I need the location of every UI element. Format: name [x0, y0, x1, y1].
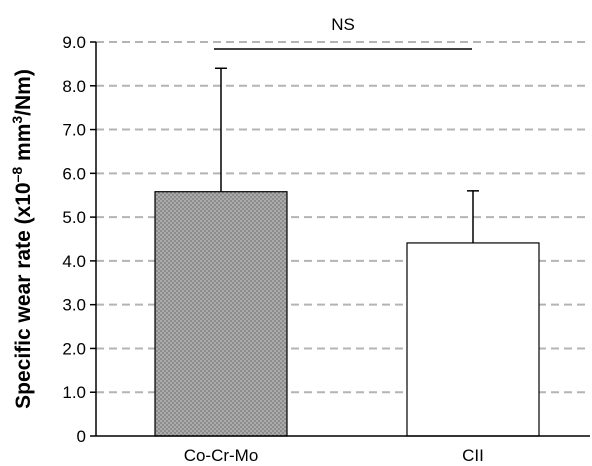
significance-label: NS: [331, 15, 355, 34]
x-tick-label: CII: [462, 446, 484, 465]
y-tick-label: 7.0: [62, 121, 86, 140]
bars: [154, 191, 540, 437]
y-tick-label: 4.0: [62, 252, 86, 271]
y-ticks: 0 1.0 2.0 3.0 4.0 5.0 6.0 7.0 8.0 9.0: [62, 33, 96, 446]
y-axis-title-exponent: –8: [9, 167, 25, 183]
y-tick-label: 0: [77, 427, 86, 446]
y-tick-label: 9.0: [62, 33, 86, 52]
y-tick-label: 1.0: [62, 383, 86, 402]
error-bars: [215, 67, 479, 243]
bar-cii: [406, 242, 540, 437]
y-axis-title: Specific wear rate (x10–8 mm3/Nm): [9, 69, 35, 409]
y-axis-title-unit: mm: [12, 124, 35, 167]
y-tick-label: 8.0: [62, 77, 86, 96]
y-axis-title-main: Specific wear rate (x10: [12, 182, 35, 408]
y-tick-label: 6.0: [62, 164, 86, 183]
y-tick-label: 5.0: [62, 208, 86, 227]
y-axis-title-unit-exponent: 3: [9, 116, 25, 124]
y-axis-title-end: /Nm): [12, 69, 35, 116]
y-tick-label: 3.0: [62, 296, 86, 315]
significance-annotation: NS: [214, 15, 472, 50]
bar-co-cr-mo: [154, 191, 288, 437]
y-tick-label: 2.0: [62, 339, 86, 358]
x-tick-label: Co-Cr-Mo: [184, 446, 259, 465]
x-tick-labels: Co-Cr-Mo CII: [184, 446, 484, 465]
